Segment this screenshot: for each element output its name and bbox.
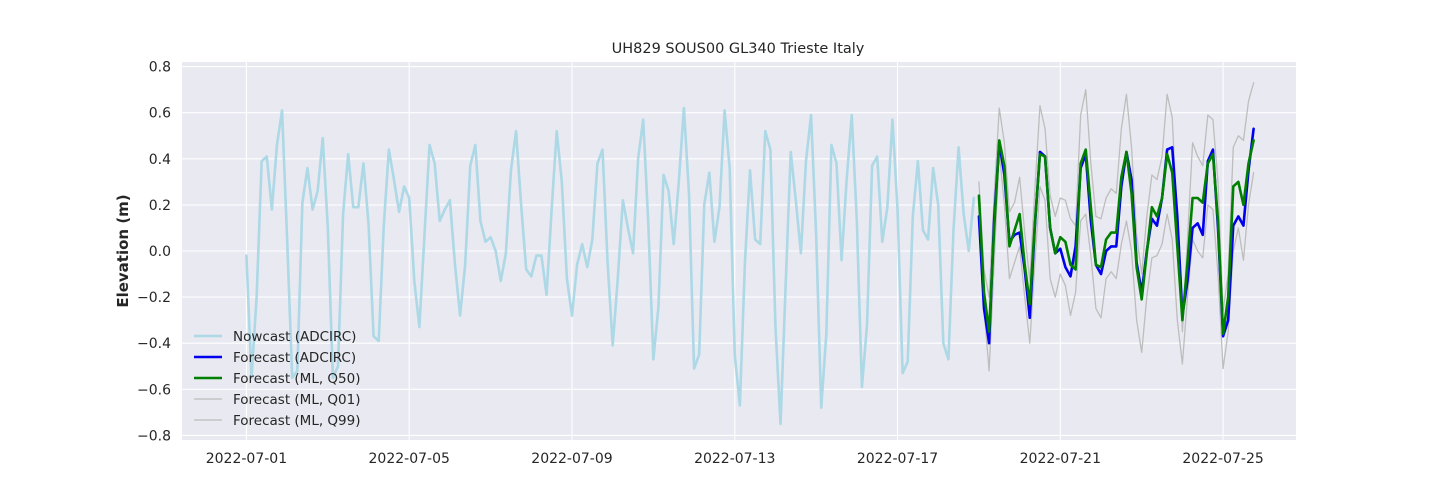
x-tick-label: 2022-07-09 <box>531 451 612 467</box>
legend-label: Nowcast (ADCIRC) <box>233 329 356 345</box>
legend-label: Forecast (ML, Q99) <box>233 413 361 429</box>
x-tick-label: 2022-07-05 <box>369 451 450 467</box>
legend-label: Forecast (ADCIRC) <box>233 350 356 366</box>
y-tick-label: −0.4 <box>137 336 171 352</box>
chart-title: UH829 SOUS00 GL340 Trieste Italy <box>612 41 865 57</box>
y-tick-label: 0.0 <box>149 244 171 260</box>
y-tick-label: 0.2 <box>149 198 171 214</box>
y-tick-label: −0.6 <box>137 382 171 398</box>
legend: Nowcast (ADCIRC) Forecast (ADCIRC) Forecas… <box>194 329 361 429</box>
x-tick-label: 2022-07-01 <box>206 451 287 467</box>
y-tick-label: −0.2 <box>137 290 171 306</box>
y-tick-label: 0.8 <box>149 60 171 76</box>
x-tick-label: 2022-07-13 <box>694 451 775 467</box>
series-line-3 <box>978 151 1255 372</box>
series-line-0 <box>245 106 976 426</box>
legend-label: Forecast (ML, Q01) <box>233 392 361 408</box>
y-tick-label: −0.8 <box>137 428 171 444</box>
x-axis-ticks: 2022-07-01 2022-07-05 2022-07-09 2022-07-13… <box>206 451 1264 467</box>
series-lines <box>245 82 1255 426</box>
series-line-4 <box>978 82 1255 333</box>
grid-lines <box>182 62 1296 440</box>
y-tick-label: 0.4 <box>149 152 171 168</box>
x-tick-label: 2022-07-17 <box>857 451 938 467</box>
y-axis-ticks: −0.8 −0.6 −0.4 −0.2 0.0 0.2 0.4 0.6 0.8 <box>137 60 171 445</box>
x-tick-label: 2022-07-21 <box>1020 451 1101 467</box>
series-line-2 <box>977 139 1255 336</box>
x-tick-label: 2022-07-25 <box>1182 451 1263 467</box>
y-axis-label: Elevation (m) <box>114 194 132 307</box>
y-tick-label: 0.6 <box>149 106 171 122</box>
legend-label: Forecast (ML, Q50) <box>233 371 361 387</box>
